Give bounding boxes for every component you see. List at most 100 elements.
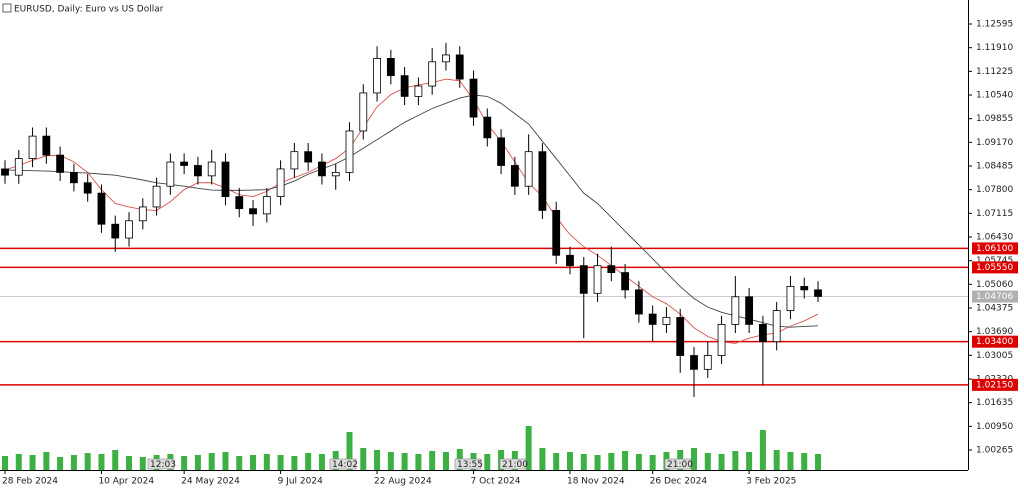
- candle-body: [538, 151, 547, 211]
- x-tick-label: 18 Nov 2024: [567, 477, 625, 487]
- candle-body: [1, 168, 9, 176]
- candle-body: [331, 171, 340, 177]
- volume-bar: [139, 457, 146, 470]
- candle-body: [524, 151, 533, 187]
- y-tick-label: 1.07115: [976, 209, 1013, 219]
- y-tick-label: 1.04375: [976, 304, 1013, 314]
- candle-body: [97, 192, 106, 225]
- candle-body: [180, 161, 189, 166]
- volume-bar: [194, 455, 201, 470]
- time-marker-box: [329, 458, 357, 470]
- volume-bar: [580, 454, 587, 470]
- level-box: [972, 335, 1018, 348]
- candle-body: [70, 171, 78, 184]
- level-label: 1.03400: [976, 337, 1013, 347]
- candle-body: [703, 355, 712, 370]
- volume-bar: [346, 432, 353, 470]
- time-marker-box: [664, 458, 692, 470]
- candle-body: [14, 158, 23, 176]
- volume-bar: [222, 452, 229, 470]
- candle-body: [442, 54, 450, 63]
- volume-bar: [70, 455, 77, 470]
- candle-body: [56, 154, 65, 173]
- volume-bar: [704, 453, 711, 470]
- volume-bar: [815, 454, 822, 470]
- x-tick-label: 22 Aug 2024: [374, 477, 432, 487]
- volume-bar: [360, 448, 367, 470]
- volume-bar: [773, 450, 780, 470]
- volume-bar: [649, 455, 656, 470]
- candle-body: [221, 161, 230, 197]
- candle-body: [634, 289, 643, 315]
- volume-bar: [181, 456, 188, 470]
- candle-body: [111, 223, 120, 239]
- candle-body: [262, 196, 271, 215]
- x-tick-label: 10 Apr 2024: [98, 477, 154, 487]
- chart-title: EURUSD, Daily: Euro vs US Dollar: [14, 5, 164, 15]
- candle-body: [386, 57, 395, 77]
- candle-body: [373, 57, 381, 94]
- time-marker: 14:02: [332, 460, 358, 470]
- candle-body: [152, 185, 161, 208]
- volume-bar: [401, 453, 408, 470]
- x-tick-label: 7 Oct 2024: [471, 477, 521, 487]
- candle-body: [690, 355, 698, 370]
- y-tick-label: 1.09170: [976, 138, 1013, 148]
- candle-body: [28, 135, 37, 159]
- x-tick-label: 28 Feb 2024: [2, 477, 58, 487]
- candle-body: [166, 161, 175, 187]
- last-price-box: [972, 290, 1018, 303]
- volume-bar: [746, 452, 753, 470]
- y-tick-label: 1.08485: [976, 162, 1013, 172]
- volume-bar: [539, 448, 546, 470]
- y-tick-label: 1.05060: [976, 280, 1013, 290]
- volume-bar: [57, 457, 64, 470]
- y-tick-label: 1.00265: [976, 445, 1013, 455]
- level-box: [972, 242, 1018, 255]
- volume-bar: [415, 454, 422, 470]
- candle-body: [607, 265, 616, 273]
- candle-body: [235, 196, 244, 210]
- volume-bar: [291, 456, 298, 470]
- volume-bar: [387, 452, 394, 470]
- volume-bar: [787, 452, 794, 470]
- candle-body: [83, 182, 92, 194]
- candle-body: [662, 317, 671, 325]
- moving-average: [4, 94, 819, 328]
- volume-bar: [622, 451, 629, 470]
- volume-bar: [429, 451, 436, 470]
- candle-body: [400, 75, 409, 97]
- y-tick-label: 1.06430: [976, 233, 1013, 243]
- volume-bar: [43, 452, 50, 470]
- y-tick-label: 1.12595: [976, 20, 1013, 30]
- last-price-label: 1.04706: [976, 292, 1013, 302]
- level-label: 1.05550: [976, 263, 1013, 273]
- y-tick-label: 1.00950: [976, 422, 1013, 432]
- y-tick-label: 1.11225: [976, 67, 1013, 77]
- volume-bar: [718, 454, 725, 470]
- candle-body: [745, 296, 754, 325]
- candle-body: [814, 289, 822, 297]
- candle-body: [304, 151, 313, 163]
- volume-bar: [208, 453, 215, 470]
- candle-body: [207, 161, 216, 177]
- candle-body: [593, 265, 602, 294]
- candle-body: [772, 310, 781, 343]
- candle-body: [276, 168, 285, 197]
- volume-bar: [277, 455, 284, 470]
- candle-body: [759, 324, 767, 343]
- candle-body: [249, 208, 257, 215]
- candle-body: [566, 254, 574, 267]
- candle-body: [138, 206, 147, 222]
- volume-bar: [691, 448, 697, 470]
- level-label: 1.06100: [976, 244, 1013, 254]
- time-marker: 12:03: [150, 460, 176, 470]
- time-marker-box: [454, 458, 482, 470]
- level-label: 1.02150: [976, 380, 1013, 390]
- candle-body: [579, 265, 588, 294]
- candle-body: [731, 296, 740, 325]
- volume-bar: [594, 455, 601, 470]
- time-marker: 21:00: [667, 460, 693, 470]
- candle-body: [359, 92, 368, 132]
